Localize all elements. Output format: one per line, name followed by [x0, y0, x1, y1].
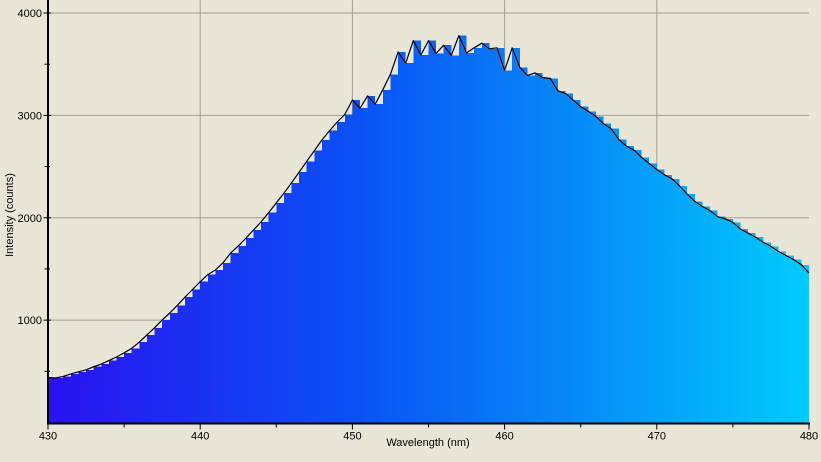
spectrum-trace-line: [47, 34, 810, 379]
y-tick-label: 4000: [18, 8, 42, 20]
spectrum-fill-area: [48, 35, 809, 423]
x-tick-label: 480: [800, 431, 818, 443]
x-tick-label: 440: [191, 431, 209, 443]
x-tick-label: 450: [343, 431, 361, 443]
y-tick-label: 3000: [18, 110, 42, 122]
y-axis-title: Intensity (counts): [4, 173, 16, 257]
y-tick-label: 1000: [18, 315, 42, 327]
x-tick-label: 460: [495, 431, 513, 443]
x-tick-label: 430: [39, 431, 57, 443]
x-tick-label: 470: [648, 431, 666, 443]
x-axis-title: Wavelength (nm): [386, 437, 470, 449]
y-tick-label: 2000: [18, 213, 42, 225]
